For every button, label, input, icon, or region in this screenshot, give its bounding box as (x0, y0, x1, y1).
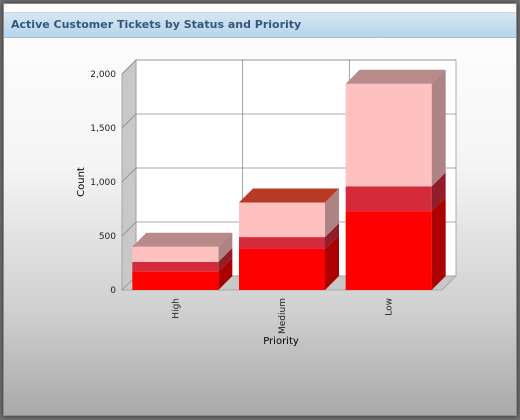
bar-side-face (431, 69, 446, 187)
y-tick-label: 1,500 (90, 124, 116, 134)
bar-side-face (431, 172, 446, 212)
bar-segment (132, 257, 233, 290)
gridline-y-side (121, 59, 137, 75)
chart-panel: Active Customer Tickets by Status and Pr… (3, 3, 517, 416)
bar-front-face (345, 186, 432, 212)
bar-side-face (325, 234, 339, 290)
gridline-y-side (121, 113, 137, 129)
bar-front-face (239, 202, 325, 238)
gridline-y-side (121, 221, 137, 237)
x-tick-label: Low (385, 298, 395, 316)
gridline-y-side (121, 167, 137, 183)
bar-segment (132, 232, 233, 262)
bar-side-face (218, 232, 233, 262)
bar-segment (345, 69, 446, 187)
bar-segment (239, 234, 339, 290)
y-tick-label: 2,000 (90, 70, 116, 80)
panel-header: Active Customer Tickets by Status and Pr… (4, 12, 516, 38)
bar-side-face (325, 223, 339, 249)
y-tick-labels: 0 500 1,000 1,500 2,000 (90, 70, 116, 296)
bar-front-face (132, 246, 219, 262)
y-axis-title: Count (76, 167, 87, 197)
bar-front-face (345, 83, 432, 187)
x-tick-label: Medium (278, 298, 288, 334)
y-tick-label: 500 (99, 232, 116, 242)
bar-top-face (239, 188, 339, 203)
chart-bars (132, 69, 446, 290)
y-tick-label: 0 (110, 286, 116, 296)
bar-side-face (218, 257, 233, 290)
bar-front-face (132, 271, 219, 290)
bar-side-face (325, 188, 339, 238)
bar-top-face (345, 69, 446, 84)
bar-segment (239, 188, 339, 238)
bar-segment (132, 247, 233, 272)
bar-front-face (132, 261, 219, 272)
bar-segment (345, 197, 446, 290)
bar-front-face (239, 237, 325, 249)
bar-front-face (239, 248, 325, 290)
x-tick-label: High (171, 298, 181, 319)
bar-top-face (132, 232, 233, 247)
x-axis-title: Priority (263, 336, 299, 347)
bar-front-face (345, 211, 432, 290)
y-tick-label: 1,000 (90, 178, 116, 188)
bar-side-face (431, 197, 446, 290)
panel-title: Active Customer Tickets by Status and Pr… (11, 18, 302, 31)
bar-segment (345, 172, 446, 212)
bar-side-face (218, 247, 233, 272)
bar-segment (239, 223, 339, 249)
x-tick-labels: High Medium Low (171, 298, 394, 334)
